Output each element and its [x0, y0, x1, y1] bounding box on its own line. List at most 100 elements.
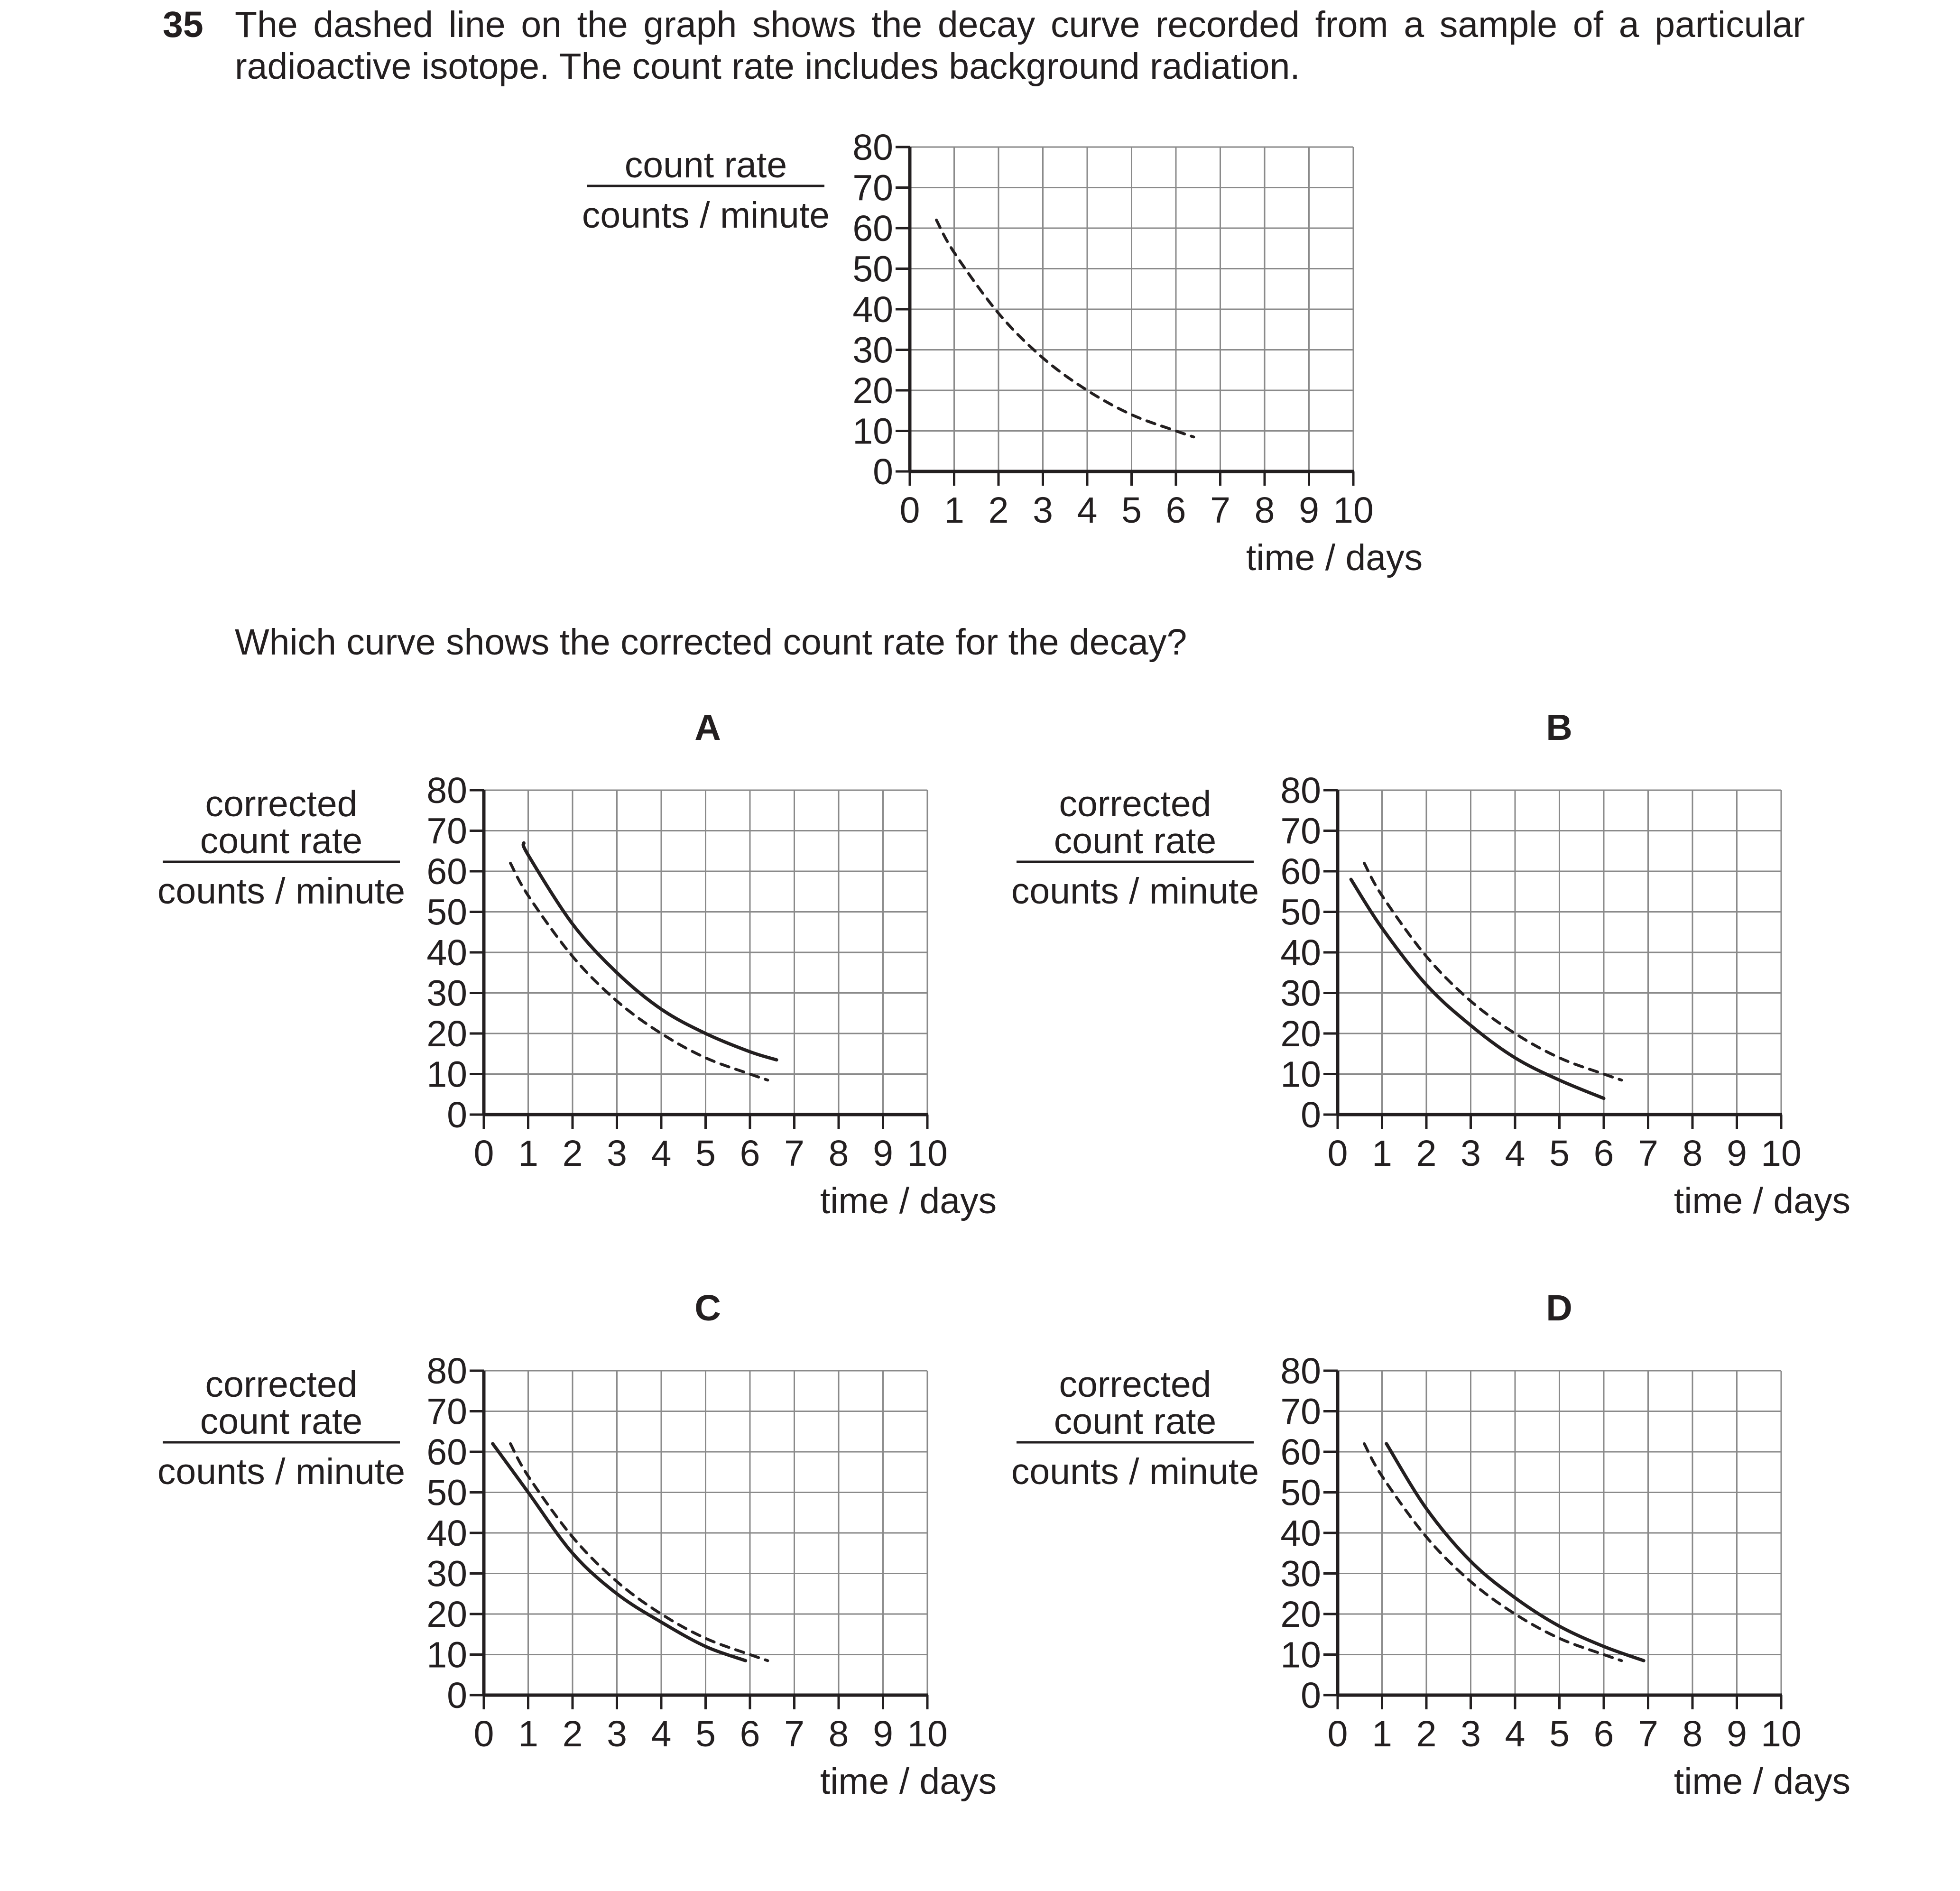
x-tick-label: 7 [1638, 1133, 1658, 1174]
y-tick-label: 20 [1280, 1594, 1321, 1635]
x-tick-label: 7 [1210, 490, 1230, 531]
y-tick-label: 70 [426, 1392, 467, 1432]
y-tick-label: 30 [1280, 1554, 1321, 1595]
y-tick-label: 30 [852, 330, 893, 371]
y-tick-label: 10 [1280, 1054, 1321, 1095]
y-tick-label: 60 [852, 208, 893, 249]
x-tick-label: 10 [1761, 1714, 1802, 1754]
y-tick-label: 20 [1280, 1014, 1321, 1054]
x-tick-label: 9 [1727, 1714, 1747, 1754]
y-tick-label: 0 [873, 452, 893, 492]
x-tick-label: 5 [1549, 1133, 1570, 1174]
y-tick-label: 70 [852, 168, 893, 209]
x-tick-label: 6 [1166, 490, 1186, 531]
x-tick-label: 0 [474, 1133, 494, 1174]
y-tick-label: 20 [426, 1594, 467, 1635]
x-tick-label: 4 [1077, 490, 1098, 531]
x-tick-label: 7 [1638, 1714, 1658, 1754]
y-tick-label: 10 [426, 1054, 467, 1095]
y-tick-label: 40 [426, 1513, 467, 1554]
y-tick-label: 50 [1280, 1473, 1321, 1513]
x-tick-label: 0 [900, 490, 920, 531]
x-tick-label: 9 [1727, 1133, 1747, 1174]
gridlines [1337, 789, 1782, 1116]
x-tick-label: 3 [607, 1133, 627, 1174]
y-axis-label-bottom: counts / minute [157, 871, 405, 912]
y-axis-label-top: corrected [205, 1364, 358, 1405]
question-prompt: Which curve shows the corrected count ra… [235, 622, 1187, 663]
x-tick-label: 0 [1328, 1133, 1348, 1174]
x-tick-label: 1 [1372, 1714, 1392, 1754]
dashed-curve [1363, 861, 1623, 1082]
y-tick-label: 60 [1280, 1432, 1321, 1473]
x-tick-label: 6 [1594, 1133, 1614, 1174]
x-tick-label: 10 [907, 1714, 948, 1754]
y-tick-label: 70 [1280, 1392, 1321, 1432]
x-axis-label: time / days [1674, 1181, 1850, 1221]
x-tick-label: 10 [907, 1133, 948, 1174]
y-tick-label: 30 [426, 1554, 467, 1595]
gridlines [1337, 1370, 1782, 1696]
y-axis-label-top: count rate [625, 145, 787, 185]
y-tick-label: 80 [426, 1351, 467, 1392]
solid-curve [521, 841, 778, 1062]
option-label-c: C [694, 1288, 721, 1328]
y-tick-label: 70 [1280, 811, 1321, 852]
y-tick-label: 30 [426, 973, 467, 1014]
y-tick-label: 20 [426, 1014, 467, 1054]
y-axis-label-top: count rate [200, 1401, 362, 1442]
x-tick-label: 0 [474, 1714, 494, 1754]
y-tick-label: 0 [447, 1675, 467, 1716]
solid-curve [1349, 877, 1606, 1100]
y-axis-label-bottom: counts / minute [157, 1451, 405, 1492]
dashed-curve [509, 1442, 769, 1662]
y-tick-label: 0 [447, 1095, 467, 1135]
x-tick-label: 6 [740, 1133, 760, 1174]
option-label-a: A [694, 707, 721, 748]
y-axis-label-top: count rate [1054, 1401, 1216, 1442]
y-tick-label: 40 [852, 289, 893, 330]
x-tick-label: 8 [1255, 490, 1275, 531]
gridlines [909, 146, 1354, 472]
y-tick-label: 60 [426, 1432, 467, 1473]
y-axis-label-bottom: counts / minute [1011, 871, 1259, 912]
x-tick-label: 10 [1333, 490, 1374, 531]
option-label-b: B [1546, 707, 1572, 748]
x-tick-label: 3 [1461, 1133, 1481, 1174]
x-axis-label: time / days [820, 1761, 997, 1802]
x-tick-label: 8 [1683, 1714, 1703, 1754]
solid-curve [491, 1442, 748, 1662]
x-tick-label: 8 [829, 1133, 849, 1174]
option-label-d: D [1546, 1288, 1572, 1328]
y-axis-label-top: count rate [200, 821, 362, 861]
y-axis-label-top: corrected [1059, 1364, 1211, 1405]
x-tick-label: 6 [740, 1714, 760, 1754]
x-tick-label: 1 [518, 1714, 538, 1754]
y-tick-label: 40 [1280, 932, 1321, 973]
y-tick-label: 60 [1280, 851, 1321, 892]
gridlines [483, 789, 928, 1116]
x-tick-label: 2 [989, 490, 1009, 531]
y-tick-label: 10 [426, 1635, 467, 1676]
y-tick-label: 10 [852, 411, 893, 452]
x-tick-label: 1 [1372, 1133, 1392, 1174]
y-tick-label: 40 [1280, 1513, 1321, 1554]
x-tick-label: 3 [1033, 490, 1053, 531]
x-tick-label: 5 [1549, 1714, 1570, 1754]
x-tick-label: 9 [1299, 490, 1319, 531]
dashed-curve [1363, 1442, 1623, 1662]
x-tick-label: 8 [829, 1714, 849, 1754]
x-tick-label: 0 [1328, 1714, 1348, 1754]
x-tick-label: 2 [563, 1714, 583, 1754]
y-tick-label: 10 [1280, 1635, 1321, 1676]
x-tick-label: 9 [873, 1133, 893, 1174]
x-tick-label: 9 [873, 1714, 893, 1754]
x-axis-label: time / days [1246, 537, 1423, 578]
y-tick-label: 80 [1280, 1351, 1321, 1392]
x-tick-label: 7 [784, 1714, 804, 1754]
x-axis-label: time / days [1674, 1761, 1850, 1802]
y-axis-label-top: corrected [205, 784, 358, 824]
